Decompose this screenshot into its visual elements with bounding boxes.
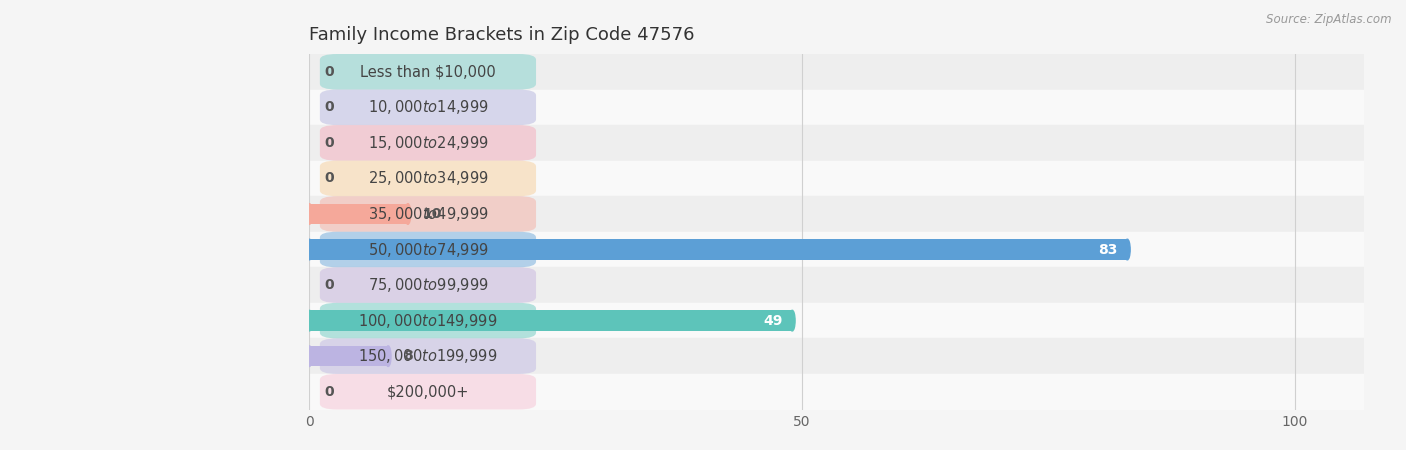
Text: $200,000+: $200,000+ bbox=[387, 384, 470, 399]
Circle shape bbox=[307, 346, 312, 366]
Circle shape bbox=[789, 310, 794, 331]
Bar bbox=[309, 232, 1364, 267]
Circle shape bbox=[307, 310, 312, 331]
FancyBboxPatch shape bbox=[321, 232, 536, 267]
Circle shape bbox=[307, 204, 312, 224]
Circle shape bbox=[307, 239, 312, 260]
Bar bbox=[309, 90, 1364, 125]
FancyBboxPatch shape bbox=[321, 90, 536, 125]
Text: $75,000 to $99,999: $75,000 to $99,999 bbox=[367, 276, 488, 294]
Text: $10,000 to $14,999: $10,000 to $14,999 bbox=[367, 99, 488, 116]
FancyBboxPatch shape bbox=[321, 267, 536, 303]
Bar bbox=[309, 125, 1364, 161]
Bar bbox=[309, 161, 1364, 196]
Text: 0: 0 bbox=[325, 171, 333, 185]
FancyBboxPatch shape bbox=[321, 196, 536, 232]
Text: $25,000 to $34,999: $25,000 to $34,999 bbox=[367, 170, 488, 187]
FancyBboxPatch shape bbox=[321, 161, 536, 196]
FancyBboxPatch shape bbox=[321, 54, 536, 90]
Text: $35,000 to $49,999: $35,000 to $49,999 bbox=[367, 205, 488, 223]
Circle shape bbox=[405, 204, 411, 224]
Text: 0: 0 bbox=[325, 385, 333, 399]
Text: 83: 83 bbox=[1098, 243, 1118, 256]
Text: $50,000 to $74,999: $50,000 to $74,999 bbox=[367, 241, 488, 258]
Bar bbox=[309, 239, 1128, 260]
Bar bbox=[309, 338, 1364, 374]
Text: 0: 0 bbox=[325, 136, 333, 150]
Bar bbox=[309, 303, 1364, 338]
FancyBboxPatch shape bbox=[321, 125, 536, 161]
Text: 8: 8 bbox=[404, 349, 413, 363]
Bar bbox=[309, 374, 1364, 410]
Bar bbox=[309, 54, 1364, 90]
Text: Family Income Brackets in Zip Code 47576: Family Income Brackets in Zip Code 47576 bbox=[309, 26, 695, 44]
Bar bbox=[309, 196, 1364, 232]
Bar bbox=[309, 310, 792, 331]
Bar bbox=[309, 204, 408, 224]
Text: 49: 49 bbox=[763, 314, 782, 328]
Circle shape bbox=[1125, 239, 1130, 260]
Text: 0: 0 bbox=[325, 278, 333, 292]
FancyBboxPatch shape bbox=[321, 303, 536, 338]
Text: 0: 0 bbox=[325, 100, 333, 114]
Text: $100,000 to $149,999: $100,000 to $149,999 bbox=[359, 311, 498, 329]
Text: Source: ZipAtlas.com: Source: ZipAtlas.com bbox=[1267, 14, 1392, 27]
Bar bbox=[309, 346, 388, 366]
FancyBboxPatch shape bbox=[321, 338, 536, 374]
Text: $15,000 to $24,999: $15,000 to $24,999 bbox=[367, 134, 488, 152]
Text: Less than $10,000: Less than $10,000 bbox=[360, 64, 496, 79]
FancyBboxPatch shape bbox=[321, 374, 536, 410]
Text: 0: 0 bbox=[325, 65, 333, 79]
Text: 10: 10 bbox=[423, 207, 441, 221]
Text: $150,000 to $199,999: $150,000 to $199,999 bbox=[359, 347, 498, 365]
Bar bbox=[309, 267, 1364, 303]
Circle shape bbox=[385, 346, 391, 366]
